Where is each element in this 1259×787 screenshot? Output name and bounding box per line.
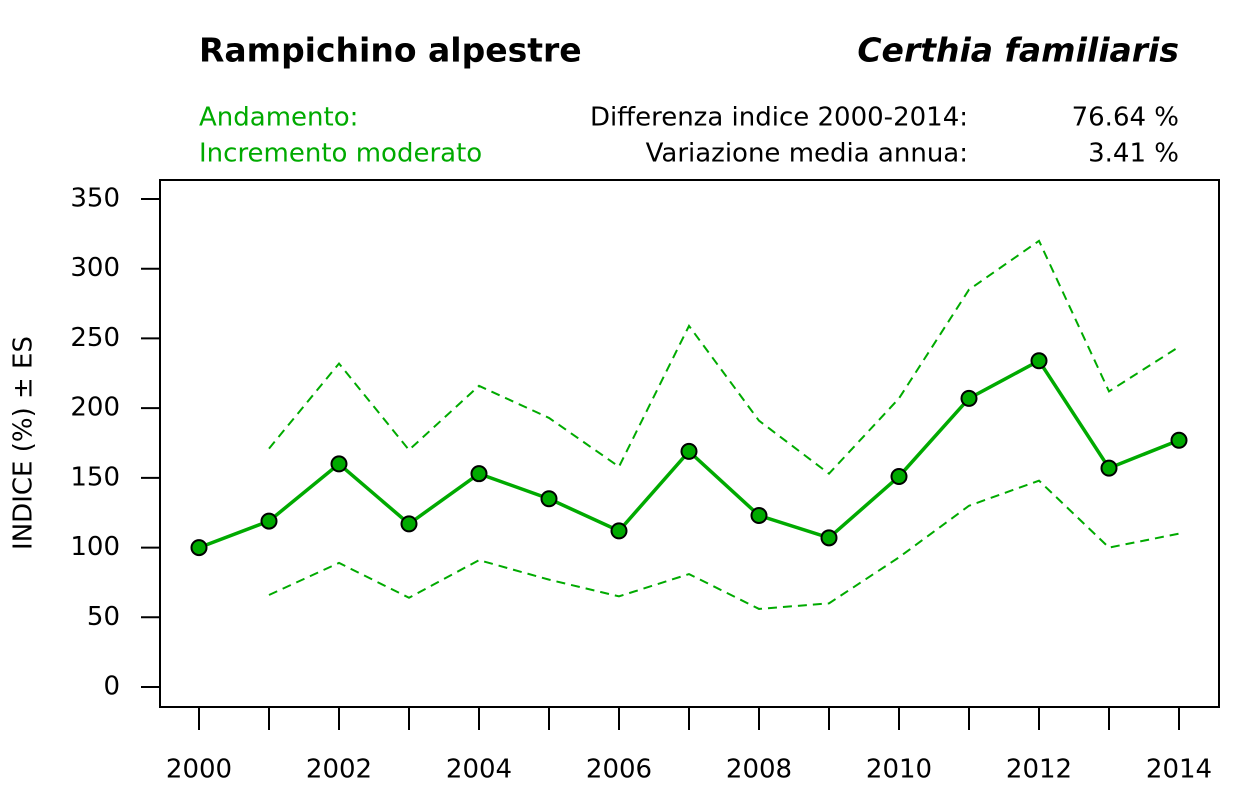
y-tick-label: 250: [70, 323, 120, 353]
y-axis-label: INDICE (%) ± ES: [9, 336, 39, 550]
data-point: [400, 515, 418, 533]
data-point: [960, 389, 978, 407]
y-tick-label: 0: [103, 672, 120, 702]
data-point: [820, 529, 838, 547]
stat-value: 76.64 %: [1072, 103, 1179, 133]
x-tick-label: 2012: [1006, 755, 1072, 785]
data-point: [540, 490, 558, 508]
x-tick-label: 2004: [446, 755, 512, 785]
x-tick-label: 2006: [586, 755, 652, 785]
data-point: [1030, 352, 1048, 370]
chart-subtitle: Certhia familiaris: [857, 31, 1179, 70]
stat-label: Differenza indice 2000-2014:: [590, 103, 968, 133]
y-tick-label: 200: [70, 393, 120, 423]
x-tick-label: 2008: [726, 755, 792, 785]
data-point: [260, 512, 278, 530]
data-point: [750, 507, 768, 525]
chart-title: Rampichino alpestre: [199, 31, 582, 70]
trend-label: Andamento:: [199, 103, 358, 133]
data-point: [680, 442, 698, 460]
x-tick-label: 2000: [166, 755, 232, 785]
data-point: [190, 539, 208, 557]
x-tick-label: 2002: [306, 755, 372, 785]
x-tick-label: 2010: [866, 755, 932, 785]
y-tick-label: 50: [87, 602, 120, 632]
data-point: [330, 455, 348, 473]
y-tick-label: 150: [70, 462, 120, 492]
data-point: [610, 522, 628, 540]
data-point: [470, 465, 488, 483]
data-point: [1170, 431, 1188, 449]
data-point: [890, 467, 908, 485]
trend: Incremento moderato: [199, 139, 482, 169]
series-line: [268, 239, 1180, 476]
y-tick-label: 100: [70, 532, 120, 562]
x-tick-label: 2014: [1146, 755, 1212, 785]
stat-label: Variazione media annua:: [646, 139, 968, 169]
series-line: [268, 479, 1180, 610]
stat-value: 3.41 %: [1088, 139, 1179, 169]
y-tick-label: 350: [70, 184, 120, 214]
data-point: [1100, 459, 1118, 477]
y-tick-label: 300: [70, 253, 120, 283]
